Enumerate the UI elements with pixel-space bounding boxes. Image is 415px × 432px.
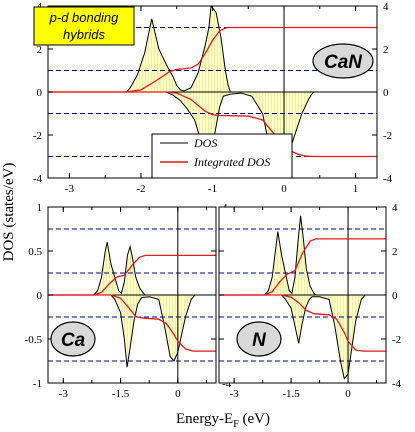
y-tick-label-right: 2	[392, 246, 398, 258]
y-tick-label-right: -4	[222, 378, 232, 390]
x-tick-label: -3	[59, 388, 69, 400]
annotation-line-2: hybrids	[63, 27, 105, 42]
idos-curve-spin-up	[48, 254, 216, 296]
dos-curve-spin-down	[48, 91, 377, 178]
x-axis-title-subscript: F	[233, 419, 239, 430]
idos-curve-spin-up	[48, 26, 377, 93]
x-tick-label: -2	[136, 183, 145, 195]
y-tick-label-left: -0.5	[25, 334, 43, 346]
annotation-box: p-d bonding hybrids	[33, 6, 135, 46]
dos-fill-spin-down	[48, 295, 216, 368]
dos-curve-spin-up	[48, 6, 377, 93]
dos-fill-spin-down	[219, 295, 386, 379]
y-tick-label-right: 2	[383, 44, 389, 56]
legend-label-integrated-dos: Integrated DOS	[193, 155, 270, 169]
panel-badge-label: CaN	[324, 52, 363, 73]
x-tick-label: -3	[230, 388, 240, 400]
idos-curve-spin-down	[219, 294, 386, 352]
idos-curve-spin-down	[48, 294, 216, 352]
y-tick-label-right: 0	[392, 290, 398, 302]
annotation-line-1: p-d bonding	[49, 10, 119, 25]
panel-badge-label: Ca	[61, 330, 86, 351]
dos-curve-spin-up	[219, 215, 386, 296]
y-tick-label-left: -2	[33, 130, 42, 142]
y-tick-label-right: -4	[383, 173, 393, 185]
dos-curve-spin-up	[48, 242, 216, 296]
x-axis-title-main: Energy-E	[176, 411, 233, 427]
annotation-background	[33, 6, 135, 46]
dos-fill-spin-up	[219, 215, 386, 295]
legend-label-dos: DOS	[193, 136, 217, 150]
panel-badge-ellipse	[312, 43, 374, 79]
x-tick-label: -3	[65, 183, 75, 195]
y-axis-title: DOS (states/eV)	[1, 163, 17, 262]
plot-content	[48, 207, 216, 383]
plot-content	[219, 207, 386, 383]
panel-n: -3 -1.5 0 -4 -2 0 2 4 N	[218, 202, 402, 400]
y-tick-label-right: 0	[383, 87, 389, 99]
y-tick-label-left: 0.5	[28, 246, 42, 258]
y-tick-label-left: -1	[33, 378, 42, 390]
dos-fill-spin-up	[48, 6, 377, 92]
legend-box	[151, 133, 293, 179]
y-tick-label-right: -4	[392, 378, 402, 390]
x-tick-label: 0	[175, 388, 181, 400]
x-axis-title-unit: (eV)	[239, 411, 270, 427]
y-tick-label-right: -2	[392, 334, 401, 346]
x-tick-label: 1	[353, 183, 359, 195]
panel-badge-ellipse	[236, 321, 282, 357]
idos-curve-spin-up	[219, 238, 386, 296]
y-tick-label-left: 1	[37, 202, 43, 214]
x-axis-title: Energy-EF (eV)	[176, 411, 270, 430]
y-tick-label-left: -4	[33, 173, 43, 185]
x-tick-label: 0	[281, 183, 287, 195]
y-tick-label-right: 4	[392, 202, 398, 214]
panel-badge-label: N	[252, 330, 267, 351]
x-tick-label: 0	[345, 388, 351, 400]
dos-fill-spin-up	[48, 242, 216, 295]
y-tick-label-left: 0	[37, 87, 43, 99]
y-tick-label-left: 0	[37, 290, 43, 302]
x-tick-label: -1	[208, 183, 217, 195]
dos-curve-spin-down	[48, 294, 216, 368]
dos-curve-spin-down	[219, 294, 386, 380]
y-tick-label-left: 2	[37, 44, 43, 56]
idos-curve-spin-down	[48, 91, 377, 158]
panel-badge-ellipse	[50, 321, 96, 357]
x-tick-label: -1.5	[282, 388, 300, 400]
y-tick-label-right: -2	[383, 130, 392, 142]
y-tick-label-right: 4	[383, 1, 389, 13]
x-tick-label: -1.5	[112, 388, 130, 400]
